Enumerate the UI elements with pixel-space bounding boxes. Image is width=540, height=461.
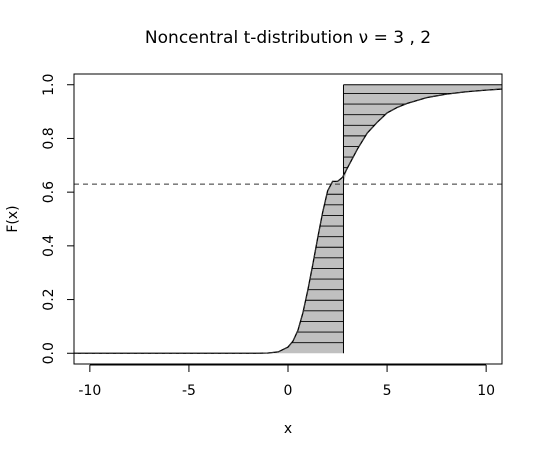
shaded-region-upper bbox=[343, 84, 502, 185]
y-tick-label: 0.6 bbox=[41, 181, 57, 203]
y-axis-label: F(x) bbox=[5, 205, 21, 232]
x-tick-label: -10 bbox=[78, 383, 101, 399]
series-line-1 bbox=[74, 88, 502, 354]
y-tick-label: 0.0 bbox=[41, 342, 57, 364]
x-axis: -10 -5 0 5 10 bbox=[78, 364, 495, 399]
y-tick-label: 1.0 bbox=[41, 74, 57, 96]
y-tick-label: 0.2 bbox=[41, 288, 57, 310]
chart-title: Noncentral t-distribution ν = 3 , 2 bbox=[145, 28, 431, 48]
series-line-2 bbox=[74, 88, 502, 354]
hatch-lines bbox=[291, 93, 453, 344]
y-tick-label: 0.4 bbox=[41, 235, 57, 257]
shaded-region-lower bbox=[74, 177, 344, 354]
y-tick-label: 0.8 bbox=[41, 127, 57, 149]
x-axis-label: x bbox=[284, 421, 292, 437]
plot-frame bbox=[73, 73, 503, 365]
x-tick-label: -5 bbox=[182, 383, 196, 399]
x-tick-label: 10 bbox=[477, 383, 495, 399]
x-tick-label: 5 bbox=[383, 383, 392, 399]
x-tick-label: 0 bbox=[284, 383, 293, 399]
shaded-region bbox=[74, 84, 502, 354]
y-axis: 0.0 0.2 0.4 0.6 0.8 1.0 bbox=[41, 74, 75, 364]
series-group bbox=[74, 88, 502, 354]
